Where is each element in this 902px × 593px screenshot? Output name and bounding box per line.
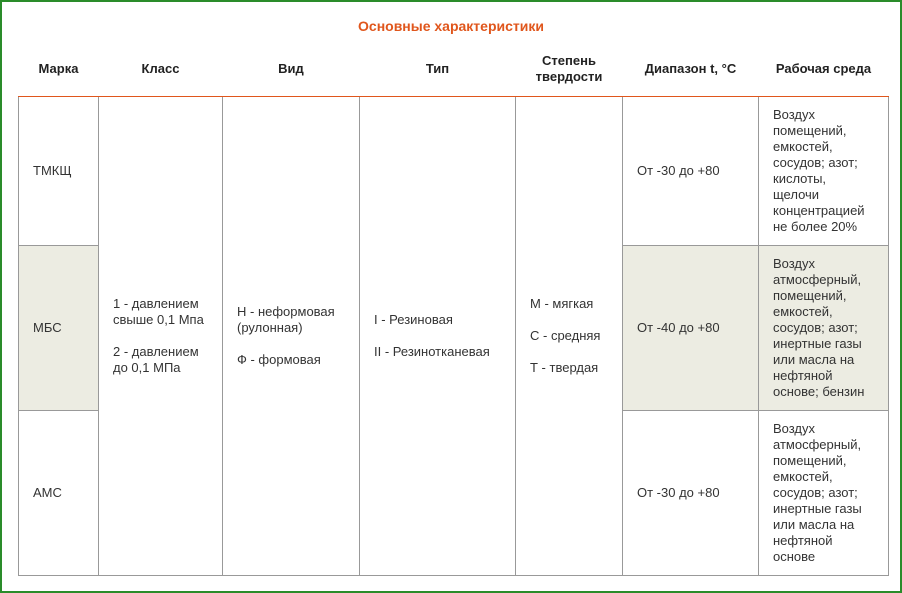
hardness-item: Т - твердая xyxy=(530,360,599,375)
brand-cell: ТМКЩ xyxy=(18,96,99,246)
class-cell: 1 - давлением свыше 0,1 Мпа 2 - давление… xyxy=(98,96,223,576)
kind-cell: Н - неформовая (рулонная) Ф - формовая xyxy=(222,96,360,576)
hardness-item: М - мягкая xyxy=(530,296,594,311)
medium-cell: Воздух атмосферный, помещений, емкостей,… xyxy=(758,245,889,411)
hardness-item: С - средняя xyxy=(530,328,601,343)
range-cell: От -40 до +80 xyxy=(622,245,759,411)
column-header: Класс xyxy=(98,42,223,97)
brand-cell: МБС xyxy=(18,245,99,411)
range-cell: От -30 до +80 xyxy=(622,96,759,246)
hardness-cell: М - мягкая С - средняя Т - твердая xyxy=(515,96,623,576)
class-item: 1 - давлением свыше 0,1 Мпа xyxy=(113,296,204,327)
column-header: Диапазон t, °C xyxy=(622,42,759,97)
column-header: Рабочая среда xyxy=(758,42,889,97)
column-header: Степень твердости xyxy=(515,42,623,97)
column-header: Вид xyxy=(222,42,360,97)
characteristics-table: Марка Класс Вид Тип Степень твердости Ди… xyxy=(18,42,889,576)
medium-cell: Воздух помещений, емкостей, сосудов; азо… xyxy=(758,96,889,246)
kind-item: Ф - формовая xyxy=(237,352,321,367)
column-header: Марка xyxy=(18,42,99,97)
class-item: 2 - давлением до 0,1 МПа xyxy=(113,344,199,375)
table-title: Основные характеристики xyxy=(358,18,544,34)
type-item: I - Резиновая xyxy=(374,312,453,327)
type-cell: I - Резиновая II - Резинотканевая xyxy=(359,96,516,576)
table-row: ТМКЩ 1 - давлением свыше 0,1 Мпа 2 - дав… xyxy=(18,96,889,576)
medium-cell: Воздух атмосферный, помещений, емкостей,… xyxy=(758,410,889,576)
kind-item: Н - неформовая (рулонная) xyxy=(237,304,335,335)
type-item: II - Резинотканевая xyxy=(374,344,490,359)
table-row: АМС От -30 до +80 Воздух атмосферный, по… xyxy=(18,410,889,576)
range-cell: От -30 до +80 xyxy=(622,410,759,576)
column-header: Тип xyxy=(359,42,516,97)
brand-cell: АМС xyxy=(18,410,99,576)
header-row: Марка Класс Вид Тип Степень твердости Ди… xyxy=(18,42,889,97)
table-row: МБС От -40 до +80 Воздух атмосферный, по… xyxy=(18,245,889,411)
